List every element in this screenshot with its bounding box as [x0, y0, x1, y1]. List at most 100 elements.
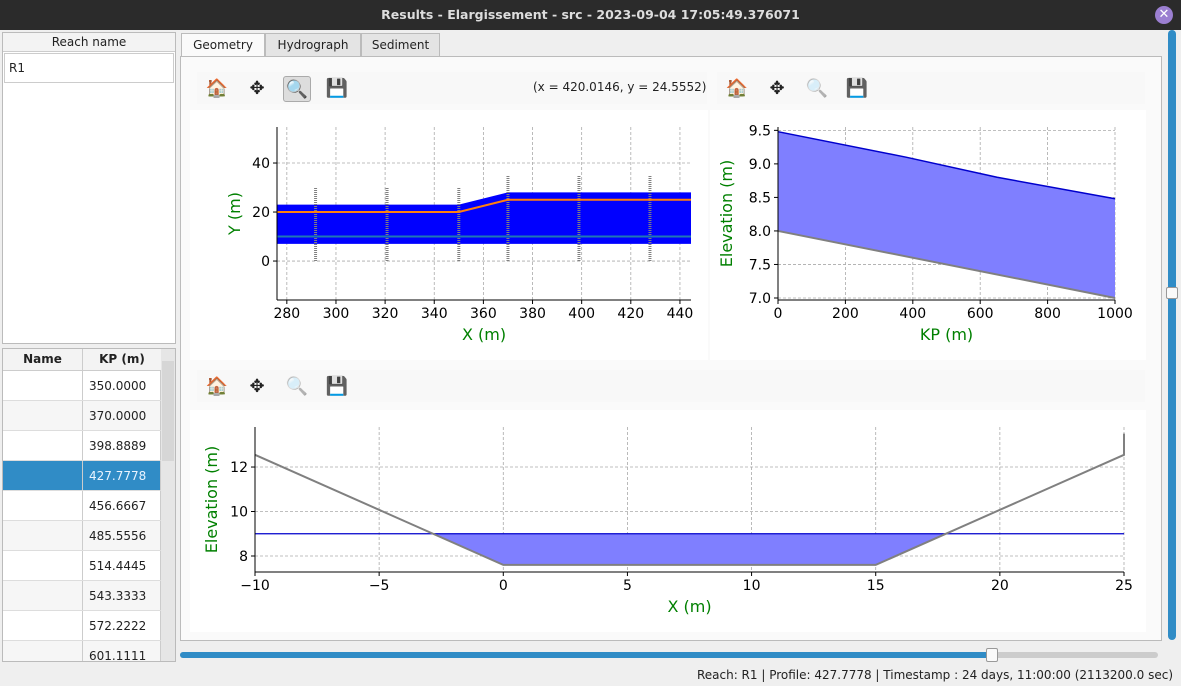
x-tick-label: 420	[617, 306, 644, 322]
reach-item[interactable]: R1	[4, 53, 174, 83]
x-tick-label: 440	[667, 306, 694, 322]
water-surface	[277, 192, 691, 244]
y-axis-label: Elevation (m)	[717, 160, 736, 267]
tab-geometry[interactable]: Geometry	[181, 33, 265, 58]
vertical-slider[interactable]	[1166, 30, 1178, 640]
timeline-slider[interactable]	[180, 648, 1158, 662]
zoom-icon[interactable]: 🔍	[285, 376, 309, 397]
y-tick-label: 10	[230, 505, 248, 521]
x-tick-label: 400	[899, 306, 926, 322]
y-tick-label: 7.0	[749, 291, 771, 307]
y-tick-label: 9.5	[749, 123, 771, 139]
plan-view-chart[interactable]: 280 300 320 340 360 380 400 420 440 0 20 40 X (m) Y (…	[190, 110, 708, 360]
home-icon[interactable]: 🏠	[205, 78, 229, 99]
cell-name[interactable]	[3, 551, 83, 580]
table-row[interactable]: 485.5556	[3, 521, 161, 551]
slider-handle[interactable]	[985, 648, 998, 662]
cell-name[interactable]	[3, 461, 83, 490]
column-header-name[interactable]: Name	[3, 349, 83, 370]
x-tick-label: −5	[369, 578, 390, 594]
y-tick-label: 8.0	[749, 224, 771, 240]
move-icon[interactable]: ✥	[249, 78, 265, 99]
x-tick-label: 600	[967, 306, 994, 322]
x-tick-label: 360	[470, 306, 497, 322]
x-tick-label: −10	[240, 578, 270, 594]
move-icon[interactable]: ✥	[769, 78, 785, 99]
reach-list-header: Reach name	[3, 33, 175, 52]
status-bar: Reach: R1 | Profile: 427.7778 | Timestam…	[696, 668, 1173, 682]
cell-kp[interactable]: 398.8889	[83, 431, 161, 460]
tab-hydrograph[interactable]: Hydrograph	[265, 33, 361, 57]
close-icon[interactable]: ✕	[1155, 6, 1173, 24]
x-axis-label: KP (m)	[920, 325, 973, 344]
x-tick-label: 20	[991, 578, 1009, 594]
x-tick-label: 1000	[1097, 306, 1133, 322]
x-tick-label: 340	[421, 306, 448, 322]
cell-name[interactable]	[3, 611, 83, 640]
longitudinal-profile-chart[interactable]: 0 200 400 600 800 1000 7.0 7.5 8.0 8.5 9.0 9.5 KP (m…	[710, 110, 1146, 360]
table-row[interactable]: 543.3333	[3, 581, 161, 611]
x-tick-label: 320	[372, 306, 399, 322]
cross-section-chart[interactable]: −10 −5 0 5 10 15 20 25 8 10 12 X (m) Elevation (m)	[190, 410, 1146, 632]
water-line	[777, 130, 1116, 200]
y-tick-label: 20	[252, 205, 270, 221]
y-tick-label: 8.5	[749, 190, 771, 206]
cell-name[interactable]	[3, 521, 83, 550]
x-tick-label: 15	[867, 578, 885, 594]
zoom-icon[interactable]: 🔍	[805, 78, 829, 99]
cell-name[interactable]	[3, 641, 83, 661]
title-bar: Results - Elargissement - src - 2023-09-…	[0, 0, 1181, 30]
table-row[interactable]: 350.0000	[3, 371, 161, 401]
cell-kp[interactable]: 427.7778	[83, 461, 161, 490]
cell-name[interactable]	[3, 581, 83, 610]
table-row[interactable]: 601.1111	[3, 641, 161, 661]
cell-kp[interactable]: 350.0000	[83, 371, 161, 400]
vertical-slider-handle[interactable]	[1166, 287, 1178, 299]
cell-kp[interactable]: 514.4445	[83, 551, 161, 580]
cell-name[interactable]	[3, 371, 83, 400]
tab-sediment[interactable]: Sediment	[361, 33, 440, 57]
table-row[interactable]: 572.2222	[3, 611, 161, 641]
home-icon[interactable]: 🏠	[725, 78, 749, 99]
table-row[interactable]: 370.0000	[3, 401, 161, 431]
profile-table: Name KP (m) 350.0000 370.0000 398.8889 427.…	[2, 348, 176, 662]
column-header-kp[interactable]: KP (m)	[99, 352, 145, 366]
x-axis-label: X (m)	[667, 597, 711, 616]
table-row[interactable]: 427.7778	[3, 461, 161, 491]
plot-toolbar: 🏠 ✥ 🔍 💾	[717, 72, 1145, 104]
x-tick-label: 400	[568, 306, 595, 322]
y-tick-label: 8	[239, 549, 248, 565]
x-tick-label: 300	[323, 306, 350, 322]
y-axis-label: Y (m)	[225, 192, 244, 236]
x-tick-label: 800	[1034, 306, 1061, 322]
x-tick-label: 380	[519, 306, 546, 322]
table-scrollbar[interactable]	[161, 349, 175, 661]
cell-kp[interactable]: 572.2222	[83, 611, 161, 640]
y-tick-label: 0	[261, 254, 270, 270]
table-row[interactable]: 398.8889	[3, 431, 161, 461]
cell-kp[interactable]: 543.3333	[83, 581, 161, 610]
home-icon[interactable]: 🏠	[205, 376, 229, 397]
cell-kp[interactable]: 485.5556	[83, 521, 161, 550]
save-icon[interactable]: 💾	[325, 78, 349, 99]
cell-name[interactable]	[3, 431, 83, 460]
cell-kp[interactable]: 370.0000	[83, 401, 161, 430]
cell-name[interactable]	[3, 401, 83, 430]
y-axis-label: Elevation (m)	[202, 446, 221, 553]
cell-name[interactable]	[3, 491, 83, 520]
x-tick-label: 0	[499, 578, 508, 594]
cell-kp[interactable]: 456.6667	[83, 491, 161, 520]
x-axis-label: X (m)	[462, 325, 506, 344]
save-icon[interactable]: 💾	[845, 78, 869, 99]
zoom-icon[interactable]: 🔍	[283, 76, 311, 102]
y-tick-label: 9.0	[749, 157, 771, 173]
cell-kp[interactable]: 601.1111	[83, 641, 161, 661]
move-icon[interactable]: ✥	[249, 376, 265, 397]
x-tick-label: 25	[1115, 578, 1133, 594]
water-fill	[433, 533, 946, 565]
water-fill	[778, 131, 1115, 298]
x-tick-label: 5	[623, 578, 632, 594]
table-row[interactable]: 456.6667	[3, 491, 161, 521]
save-icon[interactable]: 💾	[325, 376, 349, 397]
table-row[interactable]: 514.4445	[3, 551, 161, 581]
